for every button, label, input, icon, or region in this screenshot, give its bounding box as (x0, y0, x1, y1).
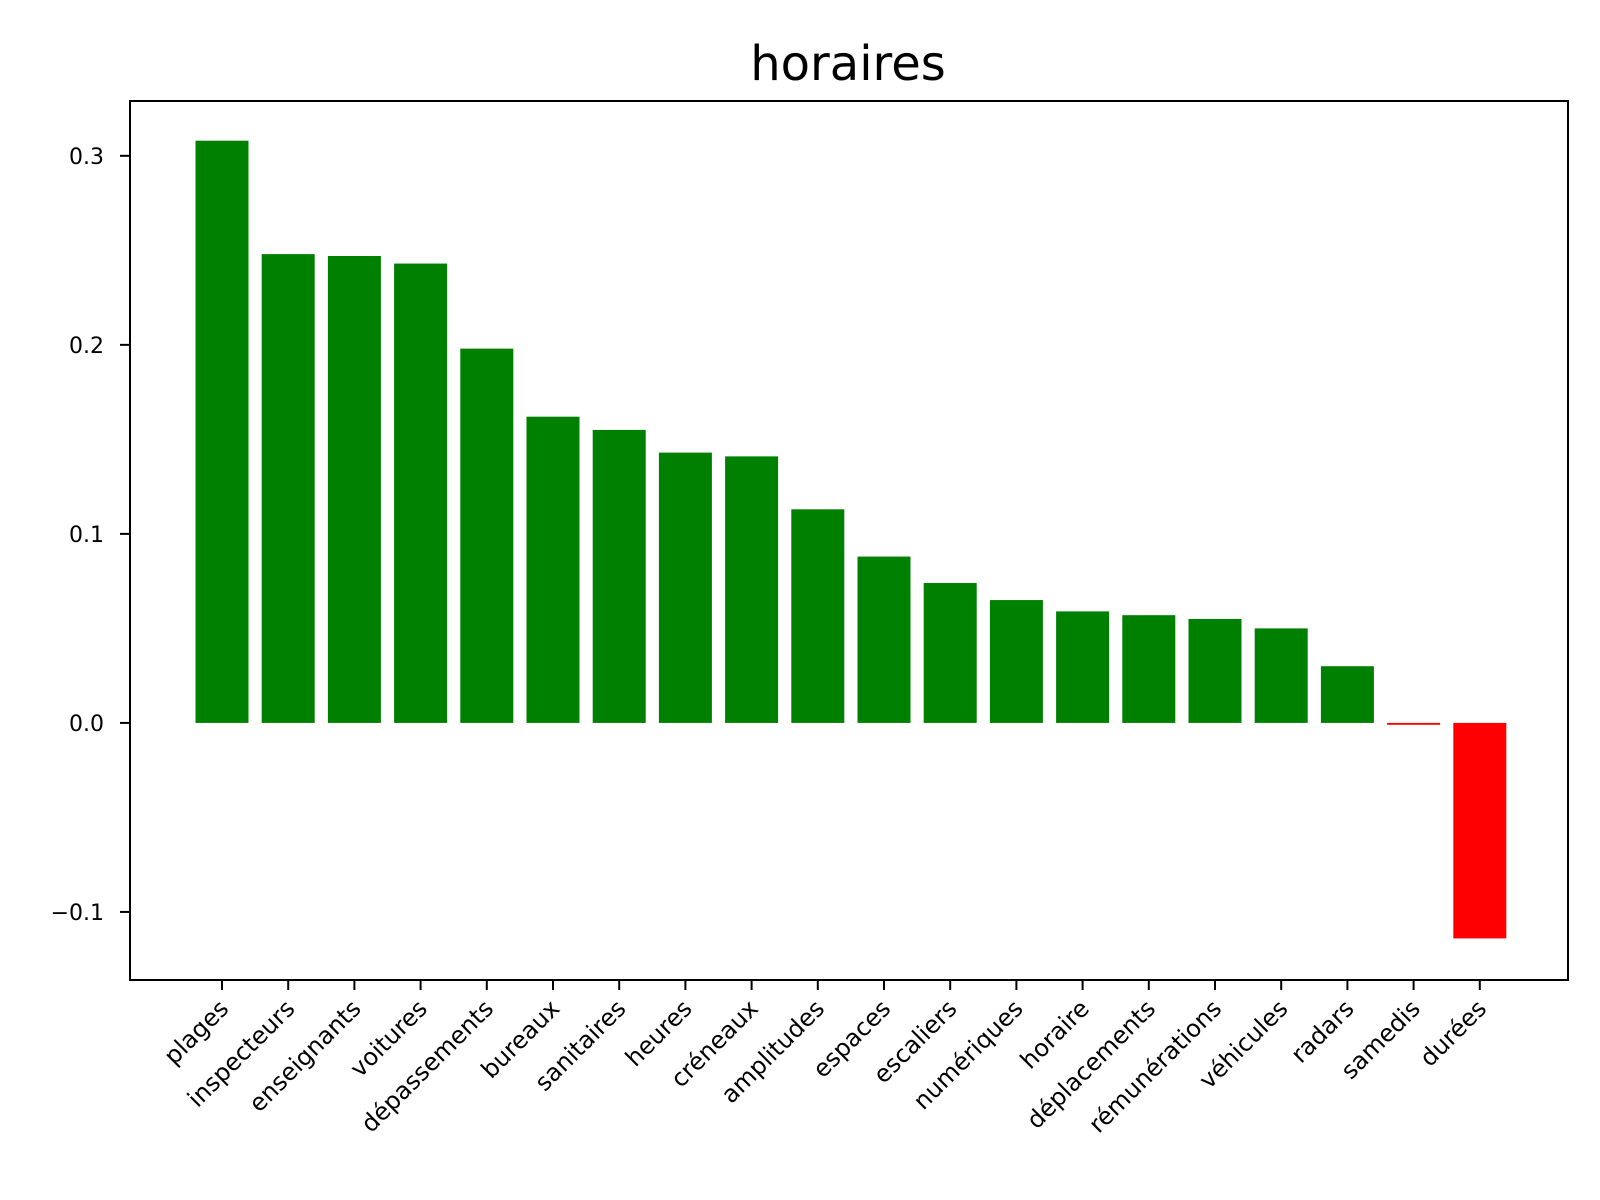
y-tick-label: 0.0 (69, 712, 104, 737)
bar-plages (195, 140, 249, 723)
bar-escaliers (923, 583, 977, 723)
bar-numériques (989, 600, 1043, 723)
y-axis: −0.1 0.0 0.1 0.2 0.3 (51, 145, 130, 926)
bar-rémunérations (1188, 618, 1242, 723)
bars-group (195, 140, 1507, 939)
chart-title: horaires (750, 36, 946, 92)
x-tick-label: durées (1414, 994, 1492, 1072)
bar-voitures (394, 263, 448, 723)
bar-samedis (1387, 722, 1441, 725)
bar-durées (1453, 722, 1507, 939)
y-tick-label: 0.1 (69, 523, 104, 548)
y-tick-label: 0.3 (69, 145, 104, 170)
bar-amplitudes (791, 509, 845, 723)
bar-bureaux (526, 416, 580, 723)
bar-sanitaires (592, 429, 646, 723)
bar-inspecteurs (261, 254, 315, 723)
y-tick-label: −0.1 (51, 901, 104, 926)
x-axis: plagesinspecteursenseignantsvoituresdépa… (158, 980, 1492, 1139)
bar-dépassements (460, 348, 514, 723)
bar-véhicules (1254, 628, 1308, 723)
y-tick-label: 0.2 (69, 334, 104, 359)
plot-area-frame (129, 100, 1569, 981)
bar-créneaux (725, 456, 779, 723)
bar-déplacements (1122, 615, 1176, 723)
bar-radars (1320, 666, 1374, 723)
bar-horaire (1056, 611, 1110, 723)
bar-enseignants (327, 256, 381, 723)
bar-heures (658, 452, 712, 723)
bar-espaces (857, 556, 911, 723)
